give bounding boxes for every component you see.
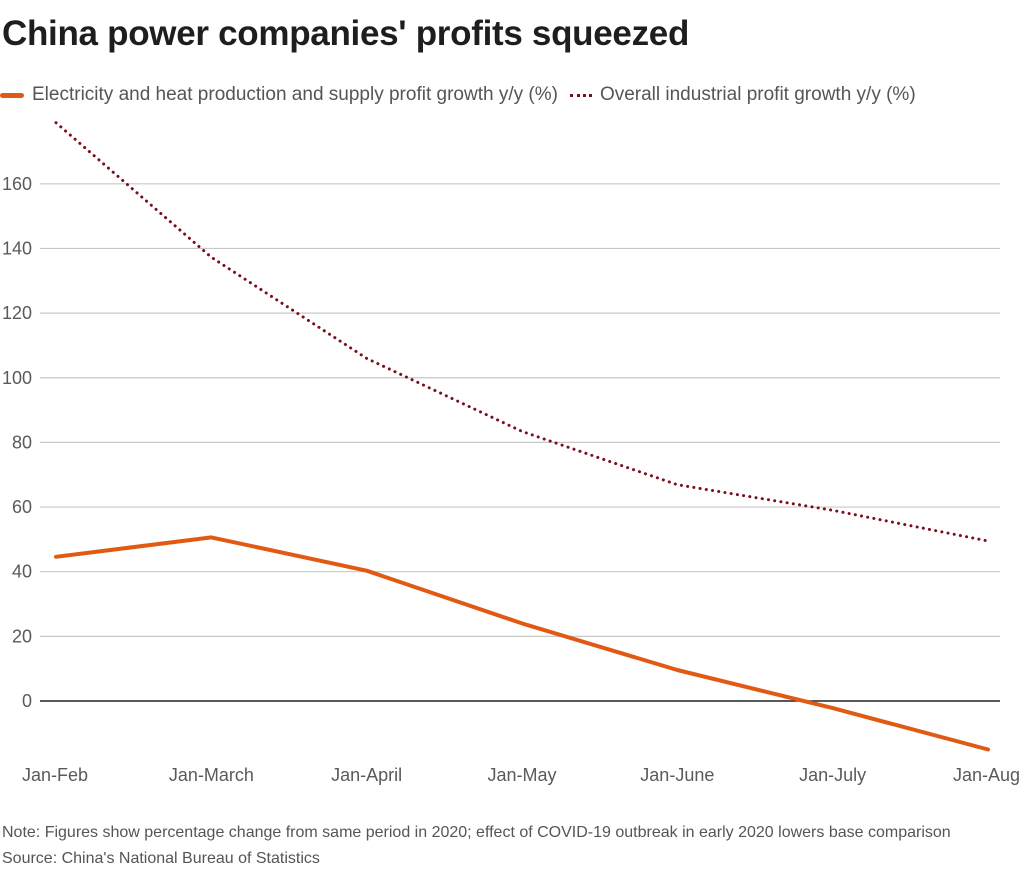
chart-source: Source: China's National Bureau of Stati… (2, 850, 320, 867)
series-line-industrial-profit (54, 121, 990, 543)
legend-item-industrial: Overall industrial profit growth y/y (%) (569, 84, 916, 106)
y-tick-label: 0 (22, 691, 32, 711)
y-tick-label: 120 (2, 303, 32, 323)
x-tick-label: Jan-June (640, 765, 714, 785)
chart-title: China power companies' profits squeezed (2, 14, 690, 53)
y-tick-label: 100 (2, 368, 32, 388)
legend-swatch-solid (0, 92, 24, 98)
x-tick-label: Jan-Aug (953, 765, 1020, 785)
x-tick-label: Jan-May (487, 765, 556, 785)
chart-note: Note: Figures show percentage change fro… (2, 824, 951, 841)
x-tick-label: Jan-July (799, 765, 866, 785)
x-tick-label: Jan-April (331, 765, 402, 785)
y-tick-label: 140 (2, 238, 32, 258)
y-tick-label: 40 (12, 562, 32, 582)
y-tick-label: 160 (2, 174, 32, 194)
series-line-electricity-profit (54, 535, 990, 752)
y-tick-label: 60 (12, 497, 32, 517)
x-tick-label: Jan-Feb (22, 765, 88, 785)
legend-label-industrial: Overall industrial profit growth y/y (%) (599, 84, 916, 105)
legend-swatch-dotted (569, 93, 592, 97)
legend-label-electricity: Electricity and heat production and supp… (32, 84, 558, 105)
x-tick-label: Jan-March (169, 765, 254, 785)
legend-item-electricity: Electricity and heat production and supp… (0, 84, 558, 106)
y-tick-label: 80 (12, 432, 32, 452)
y-tick-label: 20 (12, 626, 32, 646)
legend: Electricity and heat production and supp… (0, 84, 928, 106)
